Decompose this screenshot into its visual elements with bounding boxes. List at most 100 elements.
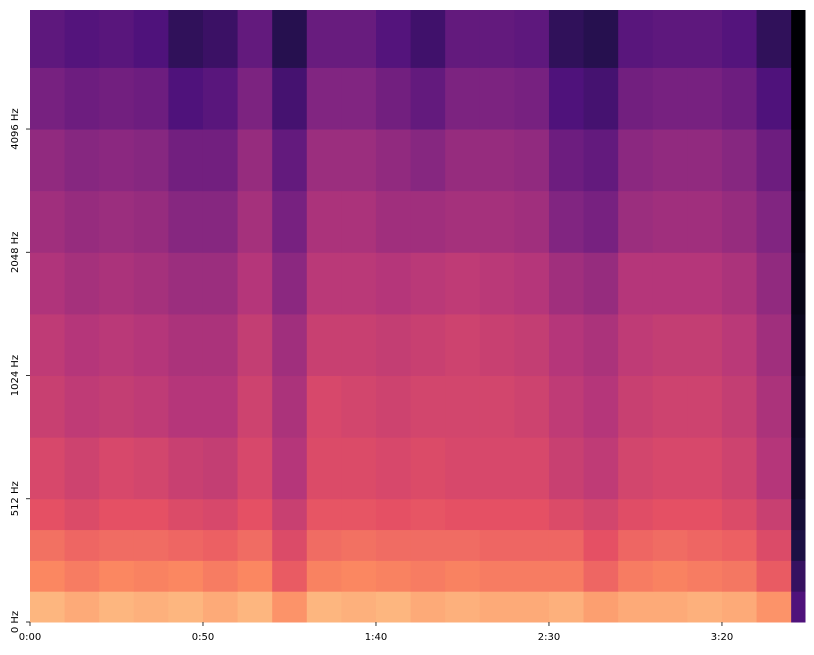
spectrogram-cell xyxy=(721,252,758,315)
spectrogram-cell xyxy=(272,67,308,130)
spectrogram-cell xyxy=(548,560,585,592)
spectrogram-cell xyxy=(168,375,204,438)
spectrogram-cell xyxy=(306,591,342,623)
spectrogram-cell xyxy=(237,591,273,623)
spectrogram-cell xyxy=(756,190,792,253)
spectrogram-cell xyxy=(756,529,792,561)
spectrogram-cell xyxy=(514,313,550,377)
spectrogram-cell xyxy=(652,252,688,315)
spectrogram-cell xyxy=(652,10,688,68)
spectrogram-cell xyxy=(133,129,169,192)
spectrogram-cell xyxy=(548,190,585,253)
spectrogram-cell xyxy=(375,375,412,438)
spectrogram-cell xyxy=(237,313,273,377)
spectrogram-cell xyxy=(375,190,412,253)
spectrogram-cell xyxy=(375,252,412,315)
spectrogram-cell xyxy=(479,529,515,561)
spectrogram-cell xyxy=(548,498,585,531)
spectrogram-cell xyxy=(30,437,66,500)
spectrogram-cell xyxy=(514,437,550,500)
spectrogram-cell xyxy=(756,560,792,592)
spectrogram-cell xyxy=(30,375,66,438)
spectrogram-cell xyxy=(445,67,481,130)
spectrogram-cell xyxy=(721,67,758,130)
spectrogram-cell xyxy=(306,529,342,561)
spectrogram-cell xyxy=(64,10,100,68)
spectrogram-cell xyxy=(652,529,688,561)
spectrogram-cell xyxy=(618,591,654,623)
spectrogram-cell xyxy=(64,129,100,192)
spectrogram-cell xyxy=(375,591,412,623)
spectrogram-cell xyxy=(237,560,273,592)
spectrogram-cell xyxy=(168,313,204,377)
spectrogram-cell xyxy=(791,498,806,531)
spectrogram-cell xyxy=(168,10,204,68)
spectrogram-cell xyxy=(721,190,758,253)
spectrogram-cell xyxy=(272,560,308,592)
x-tick-label: 0:00 xyxy=(19,632,41,643)
spectrogram-cell xyxy=(687,252,723,315)
spectrogram-cell xyxy=(652,560,688,592)
spectrogram-cell xyxy=(237,129,273,192)
spectrogram-cell xyxy=(64,560,100,592)
spectrogram-cell xyxy=(30,129,66,192)
spectrogram-cell xyxy=(652,375,688,438)
spectrogram-cell xyxy=(791,313,806,377)
spectrogram-cell xyxy=(479,190,515,253)
spectrogram-cell xyxy=(410,67,446,130)
spectrogram-cell xyxy=(202,529,239,561)
spectrogram-cell xyxy=(445,252,481,315)
spectrogram-cell xyxy=(237,437,273,500)
spectrogram-cell xyxy=(64,437,100,500)
spectrogram-cell xyxy=(548,529,585,561)
spectrogram-cell xyxy=(64,375,100,438)
spectrogram-cell xyxy=(583,129,619,192)
spectrogram-cell xyxy=(791,10,806,68)
spectrogram-cell xyxy=(64,313,100,377)
spectrogram-cell xyxy=(168,529,204,561)
spectrogram-cell xyxy=(791,591,806,623)
spectrogram-cell xyxy=(272,129,308,192)
spectrogram-cell xyxy=(618,313,654,377)
spectrogram-cell xyxy=(756,67,792,130)
spectrogram-cell xyxy=(514,498,550,531)
spectrogram-cell xyxy=(202,560,239,592)
spectrogram-cell xyxy=(30,591,66,623)
spectrogram-cell xyxy=(583,375,619,438)
spectrogram-cell xyxy=(756,313,792,377)
spectrogram-cell xyxy=(272,498,308,531)
spectrogram-cell xyxy=(583,10,619,68)
spectrogram-cell xyxy=(445,437,481,500)
spectrogram-cell xyxy=(721,529,758,561)
spectrogram-cell xyxy=(133,375,169,438)
spectrogram-cell xyxy=(375,437,412,500)
spectrogram-cell xyxy=(445,529,481,561)
spectrogram-cell xyxy=(341,252,377,315)
spectrogram-cell xyxy=(618,498,654,531)
spectrogram-cell xyxy=(30,560,66,592)
spectrogram-cell xyxy=(341,10,377,68)
spectrogram-cell xyxy=(618,560,654,592)
spectrogram-cell xyxy=(445,10,481,68)
spectrogram-cell xyxy=(341,375,377,438)
spectrogram-cell xyxy=(237,190,273,253)
spectrogram-cell xyxy=(237,375,273,438)
spectrogram-cell xyxy=(237,10,273,68)
spectrogram-cell xyxy=(721,129,758,192)
spectrogram-cell xyxy=(479,313,515,377)
spectrogram-cell xyxy=(479,591,515,623)
spectrogram-cell xyxy=(30,529,66,561)
spectrogram-cell xyxy=(272,190,308,253)
spectrogram-cell xyxy=(133,591,169,623)
spectrogram-cell xyxy=(272,375,308,438)
spectrogram-cell xyxy=(306,375,342,438)
spectrogram-cell xyxy=(168,129,204,192)
spectrogram-cell xyxy=(272,313,308,377)
spectrogram-cell xyxy=(375,560,412,592)
spectrogram-cell xyxy=(618,129,654,192)
spectrogram-cell xyxy=(514,529,550,561)
spectrogram-cell xyxy=(445,375,481,438)
spectrogram-cell xyxy=(375,313,412,377)
spectrogram-cell xyxy=(202,67,239,130)
